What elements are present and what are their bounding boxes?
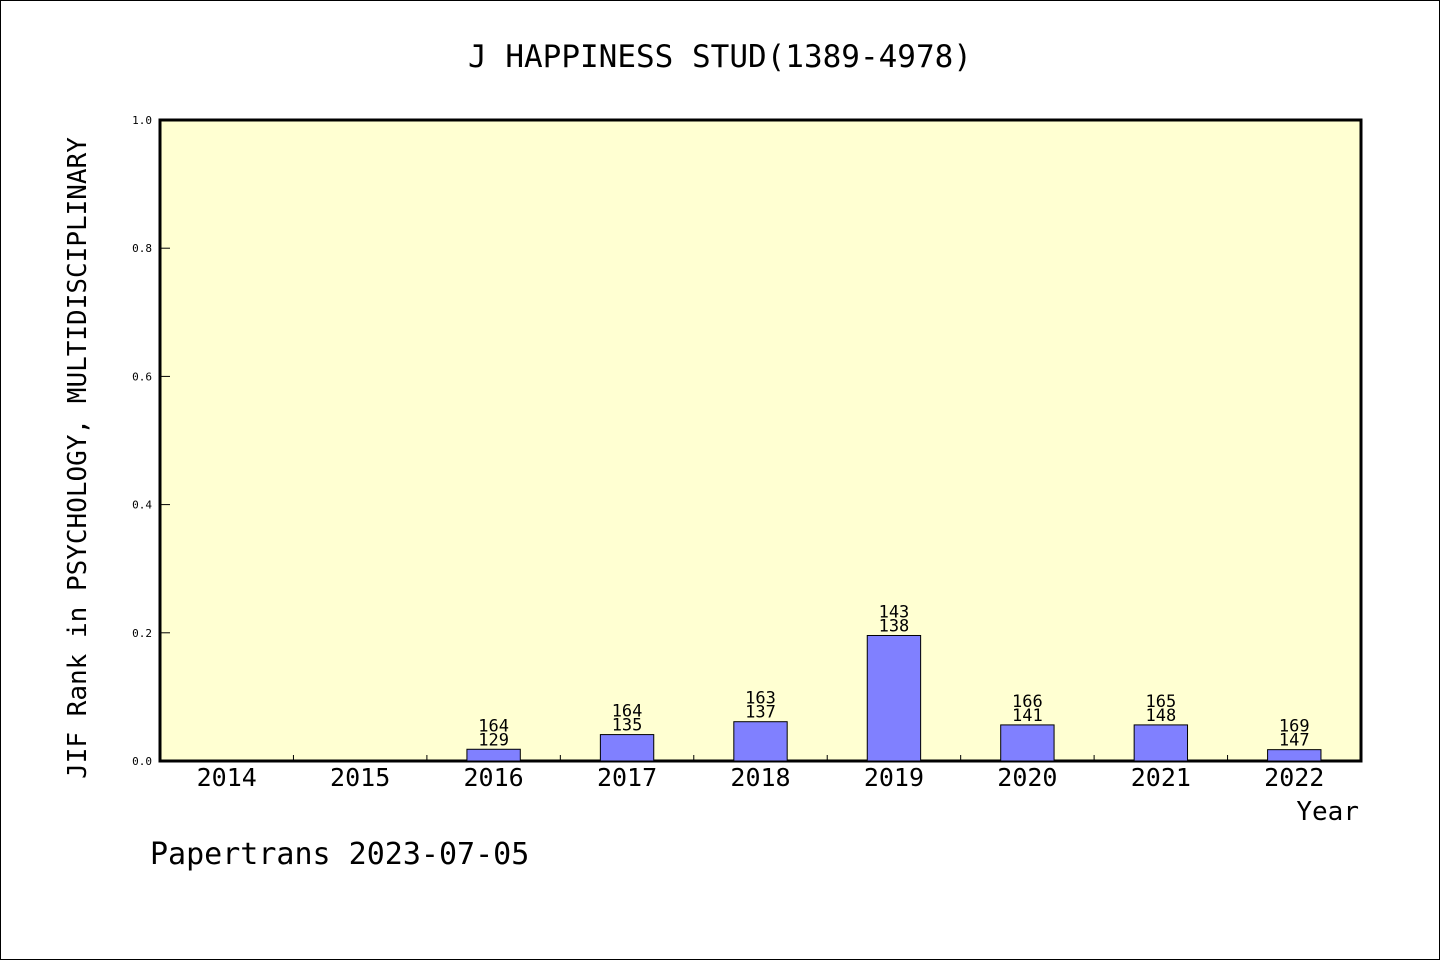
bar-2016 (466, 748, 521, 762)
footer-credit: Papertrans 2023-07-05 (150, 837, 529, 872)
bars (466, 634, 1322, 762)
plot-area (158, 118, 1363, 763)
x-tick-label: 2018 (730, 763, 790, 792)
x-tick-label: 2015 (330, 763, 390, 792)
bar-label-total: 164 (478, 716, 509, 736)
bar-2020 (1000, 724, 1055, 762)
x-tick-label: 2019 (864, 763, 924, 792)
bar-label-total: 165 (1145, 692, 1176, 712)
bar-label-rank: 141 (1012, 706, 1043, 726)
bar-label-total: 163 (745, 689, 776, 709)
y-tick-label: 0.8 (132, 242, 152, 255)
x-axis-label: Year (1296, 797, 1359, 827)
bar-2022 (1267, 749, 1322, 762)
bar-label-total: 169 (1279, 717, 1310, 737)
bar-label-rank: 148 (1145, 706, 1176, 726)
bar-2021 (1133, 724, 1189, 762)
bar-labels: 1641291641351631371431381661411651481691… (478, 602, 1309, 750)
y-tick-label: 0.0 (132, 755, 152, 768)
chart-title: J HAPPINESS STUD(1389-4978) (468, 39, 972, 75)
y-tick-label: 1.0 (132, 114, 152, 127)
x-tick-label: 2017 (597, 763, 657, 792)
bar-label-total: 143 (879, 602, 910, 622)
x-tick-label: 2020 (997, 763, 1057, 792)
x-tick-label: 2021 (1131, 763, 1191, 792)
bar-2018 (733, 721, 788, 762)
y-tick-label: 0.2 (132, 627, 152, 640)
y-axis-label: JIF Rank in PSYCHOLOGY, MULTIDISCIPLINAR… (63, 137, 93, 779)
y-axis-ticks: 0.0 0.2 0.4 0.6 0.8 1.0 (132, 114, 170, 768)
x-axis-ticks: 2014 2015 2016 2017 2018 2019 2020 2021 2022 (197, 755, 1324, 792)
x-tick-label: 2014 (197, 763, 257, 792)
bar-label-rank: 129 (478, 730, 509, 750)
x-tick-label: 2022 (1264, 763, 1324, 792)
bar-label-total: 166 (1012, 692, 1043, 712)
bar-2017 (599, 734, 655, 762)
y-tick-label: 0.6 (132, 370, 152, 383)
bar-label-total: 164 (612, 702, 643, 722)
bar-label-rank: 137 (745, 703, 776, 723)
x-tick-label: 2016 (464, 763, 524, 792)
y-tick-label: 0.4 (132, 499, 152, 512)
bar-label-rank: 135 (612, 716, 643, 736)
bar-label-rank: 138 (879, 616, 910, 636)
bar-label-rank: 147 (1279, 731, 1310, 751)
bar-2019 (866, 634, 922, 762)
